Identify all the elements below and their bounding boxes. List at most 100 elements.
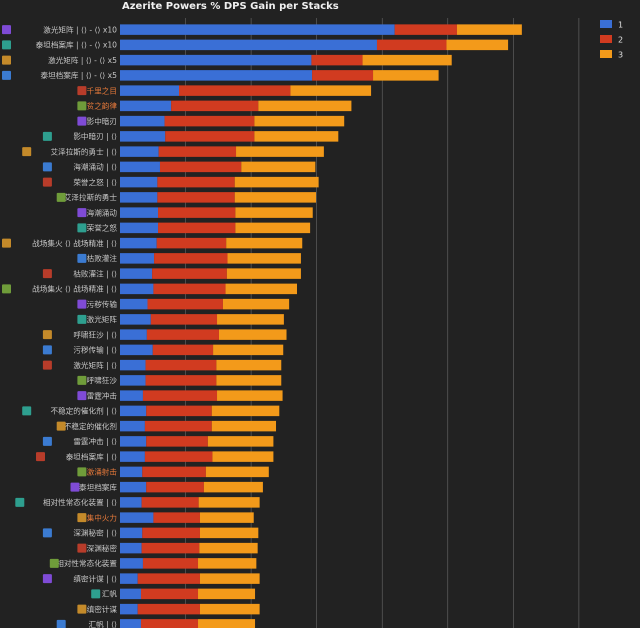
azerite-trait-icon-23 <box>42 360 52 370</box>
bar-row13-series2 <box>158 207 236 218</box>
category-label-31: 泰坦档案库 <box>79 482 117 492</box>
category-label-24: 呼啸狂沙 <box>87 375 118 385</box>
bar-row24-series3 <box>216 375 282 386</box>
bar-row39-series2 <box>137 603 200 615</box>
category-label-9: 艾泽拉斯的勇士 | ⟨⟩ <box>51 146 118 156</box>
chart-title: Azerite Powers % DPS Gain per Stacks <box>122 1 339 12</box>
bar-row34-series2 <box>142 527 200 539</box>
bar-row23-series1 <box>120 359 146 371</box>
azerite-trait-icon-13 <box>77 208 87 218</box>
bar-row34-series3 <box>199 527 259 539</box>
bar-row2-series3 <box>446 39 509 51</box>
bar-row40-series1 <box>120 619 141 628</box>
bar-row32-series3 <box>198 497 260 508</box>
bar-row25-series2 <box>142 390 218 401</box>
category-label-26: 不稳定的催化剂 | ⟨⟩ <box>51 406 118 416</box>
bar-row28-series3 <box>207 436 274 447</box>
legend-label-3: 3 <box>618 51 623 60</box>
bar-row28-series2 <box>146 436 208 447</box>
category-label-37: 缜密计谋 | ⟨⟩ <box>73 573 117 583</box>
category-label-15: 战场集火 ⟨⟩ 战场精准 | ⟨⟩ <box>32 238 117 248</box>
bar-row22-series2 <box>152 344 214 356</box>
azerite-trait-icon-35 <box>77 543 87 553</box>
bar-row37-series3 <box>199 573 260 584</box>
bar-row33-series2 <box>153 512 200 523</box>
bar-row17-series3 <box>226 268 301 279</box>
legend: 1 2 3 <box>600 20 623 60</box>
bar-row11-series1 <box>120 176 158 188</box>
bar-row1-series2 <box>394 24 457 35</box>
azerite-trait-icon-25 <box>77 391 87 401</box>
bar-row6-series1 <box>120 100 172 112</box>
bar-row2-series1 <box>120 39 377 51</box>
azerite-trait-icon-7 <box>77 116 87 126</box>
bar-row13-series3 <box>235 207 313 218</box>
category-label-17: 枯败灌注 | ⟨⟩ <box>73 268 117 278</box>
bar-row37-series2 <box>137 573 200 584</box>
bar-row33-series3 <box>199 512 254 523</box>
category-label-3: 激光矩阵 | ⟨⟩ - ⟨⟩ x5 <box>48 55 117 65</box>
bar-row23-series3 <box>216 359 282 371</box>
bar-row30-series1 <box>120 466 143 478</box>
bar-row6-series2 <box>171 100 259 112</box>
bar-row29-series3 <box>212 451 274 462</box>
bar-row19-series3 <box>222 298 290 310</box>
azerite-trait-icon-24 <box>77 375 87 385</box>
category-label-36: 相对性常态化装置 <box>56 558 117 568</box>
bar-row31-series1 <box>120 481 147 493</box>
bar-row19-series2 <box>147 298 223 310</box>
category-labels: 激光矩阵 | ⟨⟩ - ⟨⟩ x10 泰坦档案库 | ⟨⟩ - ⟨⟩ x10 激光矩… <box>2 24 117 628</box>
bar-row22-series1 <box>120 344 153 356</box>
category-label-23: 激光矩阵 | ⟨⟩ <box>73 360 117 370</box>
bar-row36-series3 <box>198 558 257 569</box>
category-label-13: 海潮涌动 <box>87 207 118 217</box>
bar-row34-series1 <box>120 527 143 539</box>
legend-swatch-2 <box>600 35 612 43</box>
bar-row4-series2 <box>312 70 374 81</box>
bar-row20-series2 <box>150 314 218 325</box>
bar-row18-series3 <box>225 283 297 295</box>
bar-row14-series3 <box>235 222 311 234</box>
bar-row7-series2 <box>164 115 255 127</box>
bar-row12-series1 <box>120 192 158 203</box>
azerite-trait-icon-39 <box>77 604 87 614</box>
bar-row27-series2 <box>144 420 212 432</box>
bar-row14-series1 <box>120 222 159 234</box>
category-label-35: 深渊秘密 <box>87 543 118 553</box>
bar-row2-series2 <box>376 39 447 51</box>
azerite-trait-icon-14 <box>77 223 87 233</box>
bar-row8-series3 <box>254 131 339 142</box>
bar-row21-series3 <box>218 329 287 340</box>
legend-label-1: 1 <box>618 21 623 30</box>
bar-row6-series3 <box>258 100 352 112</box>
bar-row18-series1 <box>120 283 154 295</box>
bar-row4-series1 <box>120 70 313 81</box>
category-label-7: 影中暗刃 <box>87 116 117 126</box>
bar-row31-series3 <box>203 481 263 493</box>
category-label-6: 贫之韵律 <box>87 101 118 111</box>
azerite-trait-icon-16 <box>77 253 87 263</box>
bar-row36-series1 <box>120 558 143 569</box>
bar-row37-series1 <box>120 573 138 584</box>
azerite-trait-icon-1 <box>2 25 11 35</box>
azerite-trait-icon-8 <box>42 131 52 141</box>
bar-row35-series3 <box>199 542 258 554</box>
azerite-trait-icon-21 <box>42 330 52 340</box>
bar-row27-series1 <box>120 420 145 432</box>
bar-row38-series3 <box>198 588 256 600</box>
azerite-trait-icon-2 <box>2 40 11 50</box>
azerite-trait-icon-5 <box>77 86 87 96</box>
category-label-8: 影中暗刃 | ⟨⟩ <box>73 131 117 141</box>
bar-series <box>120 24 522 628</box>
bar-row15-series1 <box>120 237 157 249</box>
category-label-11: 荣誉之怒 | ⟨⟩ <box>73 177 117 187</box>
bar-row16-series3 <box>227 253 301 264</box>
bar-row39-series3 <box>199 603 260 615</box>
category-label-12: 艾泽拉斯的勇士 <box>64 192 118 202</box>
category-label-19: 污秽传输 <box>87 299 118 309</box>
azerite-trait-icon-29 <box>36 452 45 462</box>
azerite-trait-icon-30 <box>77 467 87 477</box>
legend-swatch-1 <box>600 20 612 28</box>
bar-row40-series3 <box>198 619 256 628</box>
category-label-25: 雷霆冲击 <box>87 390 118 400</box>
